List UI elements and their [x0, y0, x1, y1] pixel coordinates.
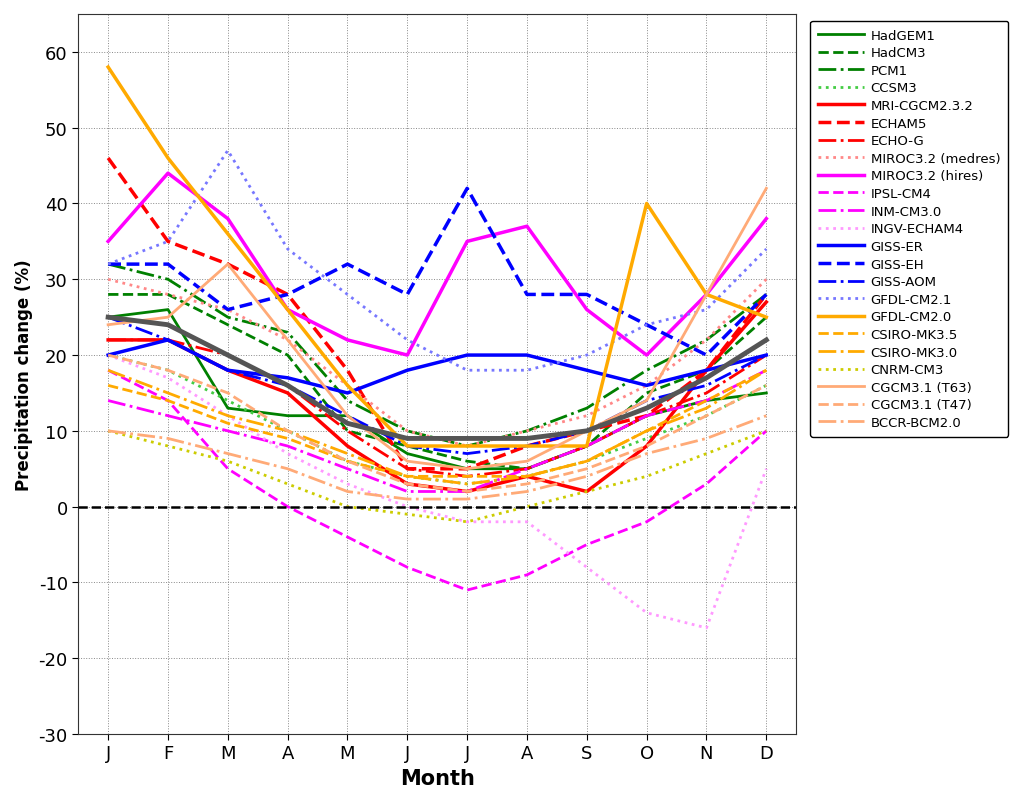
Y-axis label: Precipitation change (%): Precipitation change (%) — [15, 259, 33, 490]
Legend: HadGEM1, HadCM3, PCM1, CCSM3, MRI-CGCM2.3.2, ECHAM5, ECHO-G, MIROC3.2 (medres), : HadGEM1, HadCM3, PCM1, CCSM3, MRI-CGCM2.… — [810, 22, 1009, 438]
X-axis label: Month: Month — [399, 768, 475, 788]
